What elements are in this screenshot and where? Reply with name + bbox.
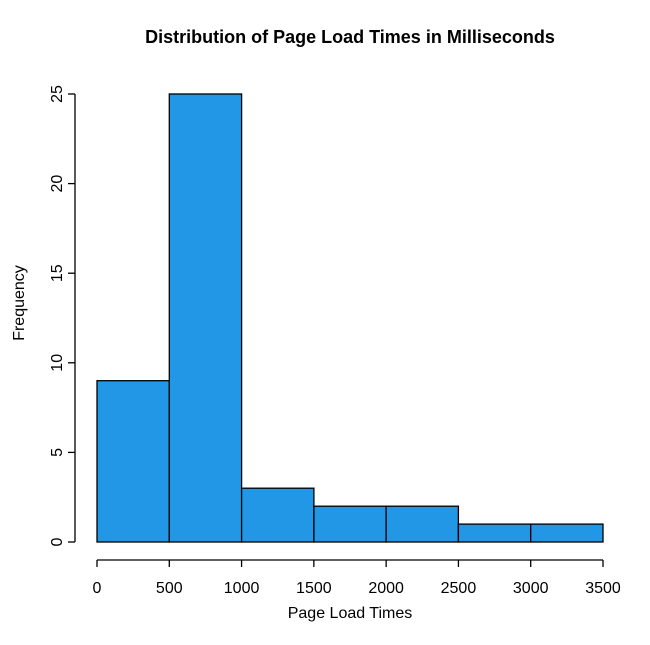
x-tick-label: 1500 — [296, 580, 332, 597]
y-tick-label: 15 — [49, 264, 66, 282]
y-tick-label: 25 — [49, 85, 66, 103]
x-tick-label: 500 — [156, 580, 183, 597]
histogram-bar — [457, 523, 532, 543]
histogram-bar — [96, 380, 170, 543]
x-axis-label: Page Load Times — [287, 605, 413, 622]
y-tick-label: 0 — [49, 537, 66, 546]
histogram-bar — [530, 523, 604, 543]
y-tick-label: 10 — [49, 354, 66, 372]
histogram-bar — [168, 93, 243, 543]
y-tick-label: 20 — [49, 175, 66, 193]
x-tick-label: 3500 — [585, 580, 621, 597]
x-tick-label: 3000 — [513, 580, 549, 597]
chart-title: Distribution of Page Load Times in Milli… — [145, 27, 555, 47]
x-tick-label: 0 — [93, 580, 102, 597]
y-axis-label: Frequency — [11, 265, 28, 341]
histogram-bar — [385, 505, 460, 543]
x-tick-label: 2500 — [441, 580, 477, 597]
y-tick-label: 5 — [49, 448, 66, 457]
histogram-bar — [313, 505, 387, 543]
x-tick-label: 2000 — [368, 580, 404, 597]
histogram-bar — [240, 487, 315, 543]
x-tick-label: 1000 — [224, 580, 260, 597]
